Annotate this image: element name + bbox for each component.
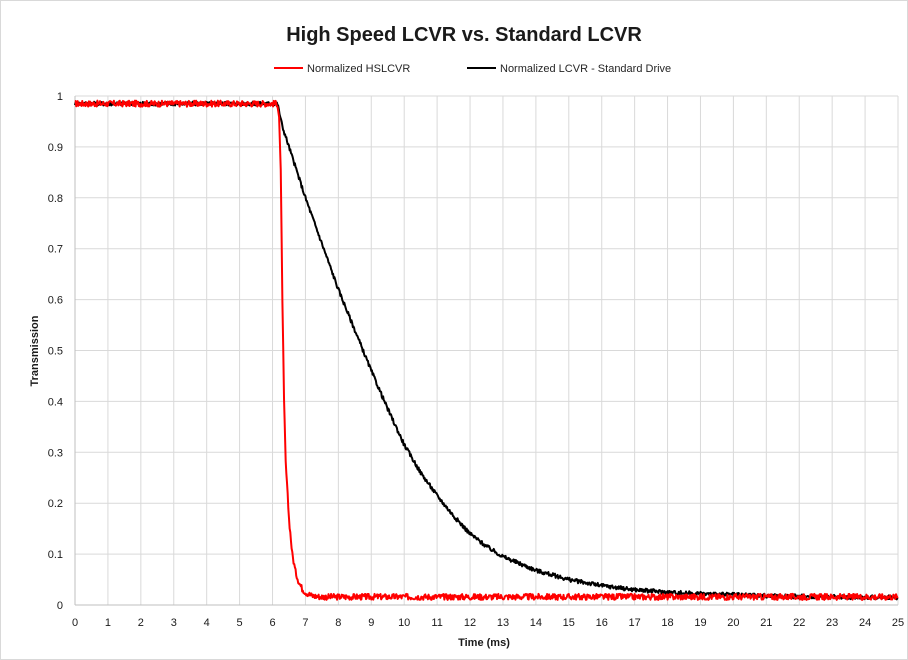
x-tick-label: 22 <box>793 617 805 629</box>
x-tick-label: 18 <box>661 617 673 629</box>
y-tick-label: 0.5 <box>48 346 63 358</box>
x-tick-label: 0 <box>72 617 78 629</box>
x-axis-title: Time (ms) <box>458 637 510 649</box>
y-tick-labels: 0 0.1 0.2 0.3 0.4 0.5 0.6 0.7 0.8 0.9 1 <box>48 91 63 612</box>
y-axis-title: Transmission <box>29 315 41 386</box>
axes <box>74 96 898 606</box>
y-tick-label: 0.6 <box>48 295 63 307</box>
chart-title: High Speed LCVR vs. Standard LCVR <box>286 24 642 46</box>
y-tick-label: 0.4 <box>48 396 63 408</box>
x-tick-label: 5 <box>237 617 243 629</box>
x-tick-label: 23 <box>826 617 838 629</box>
x-tick-label: 21 <box>760 617 772 629</box>
x-tick-label: 3 <box>171 617 177 629</box>
legend-label-hslcvr: Normalized HSLCVR <box>307 63 410 75</box>
x-tick-label: 19 <box>694 617 706 629</box>
x-tick-label: 25 <box>892 617 904 629</box>
y-tick-label: 0.3 <box>48 447 63 459</box>
x-tick-label: 17 <box>629 617 641 629</box>
y-tick-label: 0.2 <box>48 498 63 510</box>
x-tick-labels: 0 1 2 3 4 5 6 7 8 9 10 11 12 13 14 15 16 17 18 19 20 21 22 23 24… <box>72 617 904 629</box>
legend: Normalized HSLCVR Normalized LCVR - Stan… <box>274 63 671 75</box>
x-tick-label: 4 <box>204 617 210 629</box>
y-tick-label: 0.1 <box>48 549 63 561</box>
y-tick-label: 0 <box>57 600 63 612</box>
x-tick-label: 9 <box>368 617 374 629</box>
x-tick-label: 15 <box>563 617 575 629</box>
x-tick-label: 10 <box>398 617 410 629</box>
x-tick-label: 6 <box>269 617 275 629</box>
legend-label-lcvr: Normalized LCVR - Standard Drive <box>500 63 671 75</box>
x-tick-label: 13 <box>497 617 509 629</box>
x-tick-label: 2 <box>138 617 144 629</box>
x-tick-label: 24 <box>859 617 871 629</box>
gridlines <box>74 95 899 606</box>
y-tick-label: 0.9 <box>48 142 63 154</box>
y-tick-label: 0.7 <box>48 244 63 256</box>
series-line-0 <box>74 99 899 601</box>
x-tick-label: 12 <box>464 617 476 629</box>
series-lines <box>74 99 899 601</box>
x-tick-label: 8 <box>335 617 341 629</box>
x-tick-label: 14 <box>530 617 542 629</box>
x-tick-label: 1 <box>105 617 111 629</box>
x-tick-label: 11 <box>431 617 442 629</box>
y-tick-label: 0.8 <box>48 193 63 205</box>
x-tick-label: 7 <box>302 617 308 629</box>
x-tick-label: 20 <box>727 617 739 629</box>
y-tick-label: 1 <box>57 91 63 103</box>
x-tick-label: 16 <box>596 617 608 629</box>
